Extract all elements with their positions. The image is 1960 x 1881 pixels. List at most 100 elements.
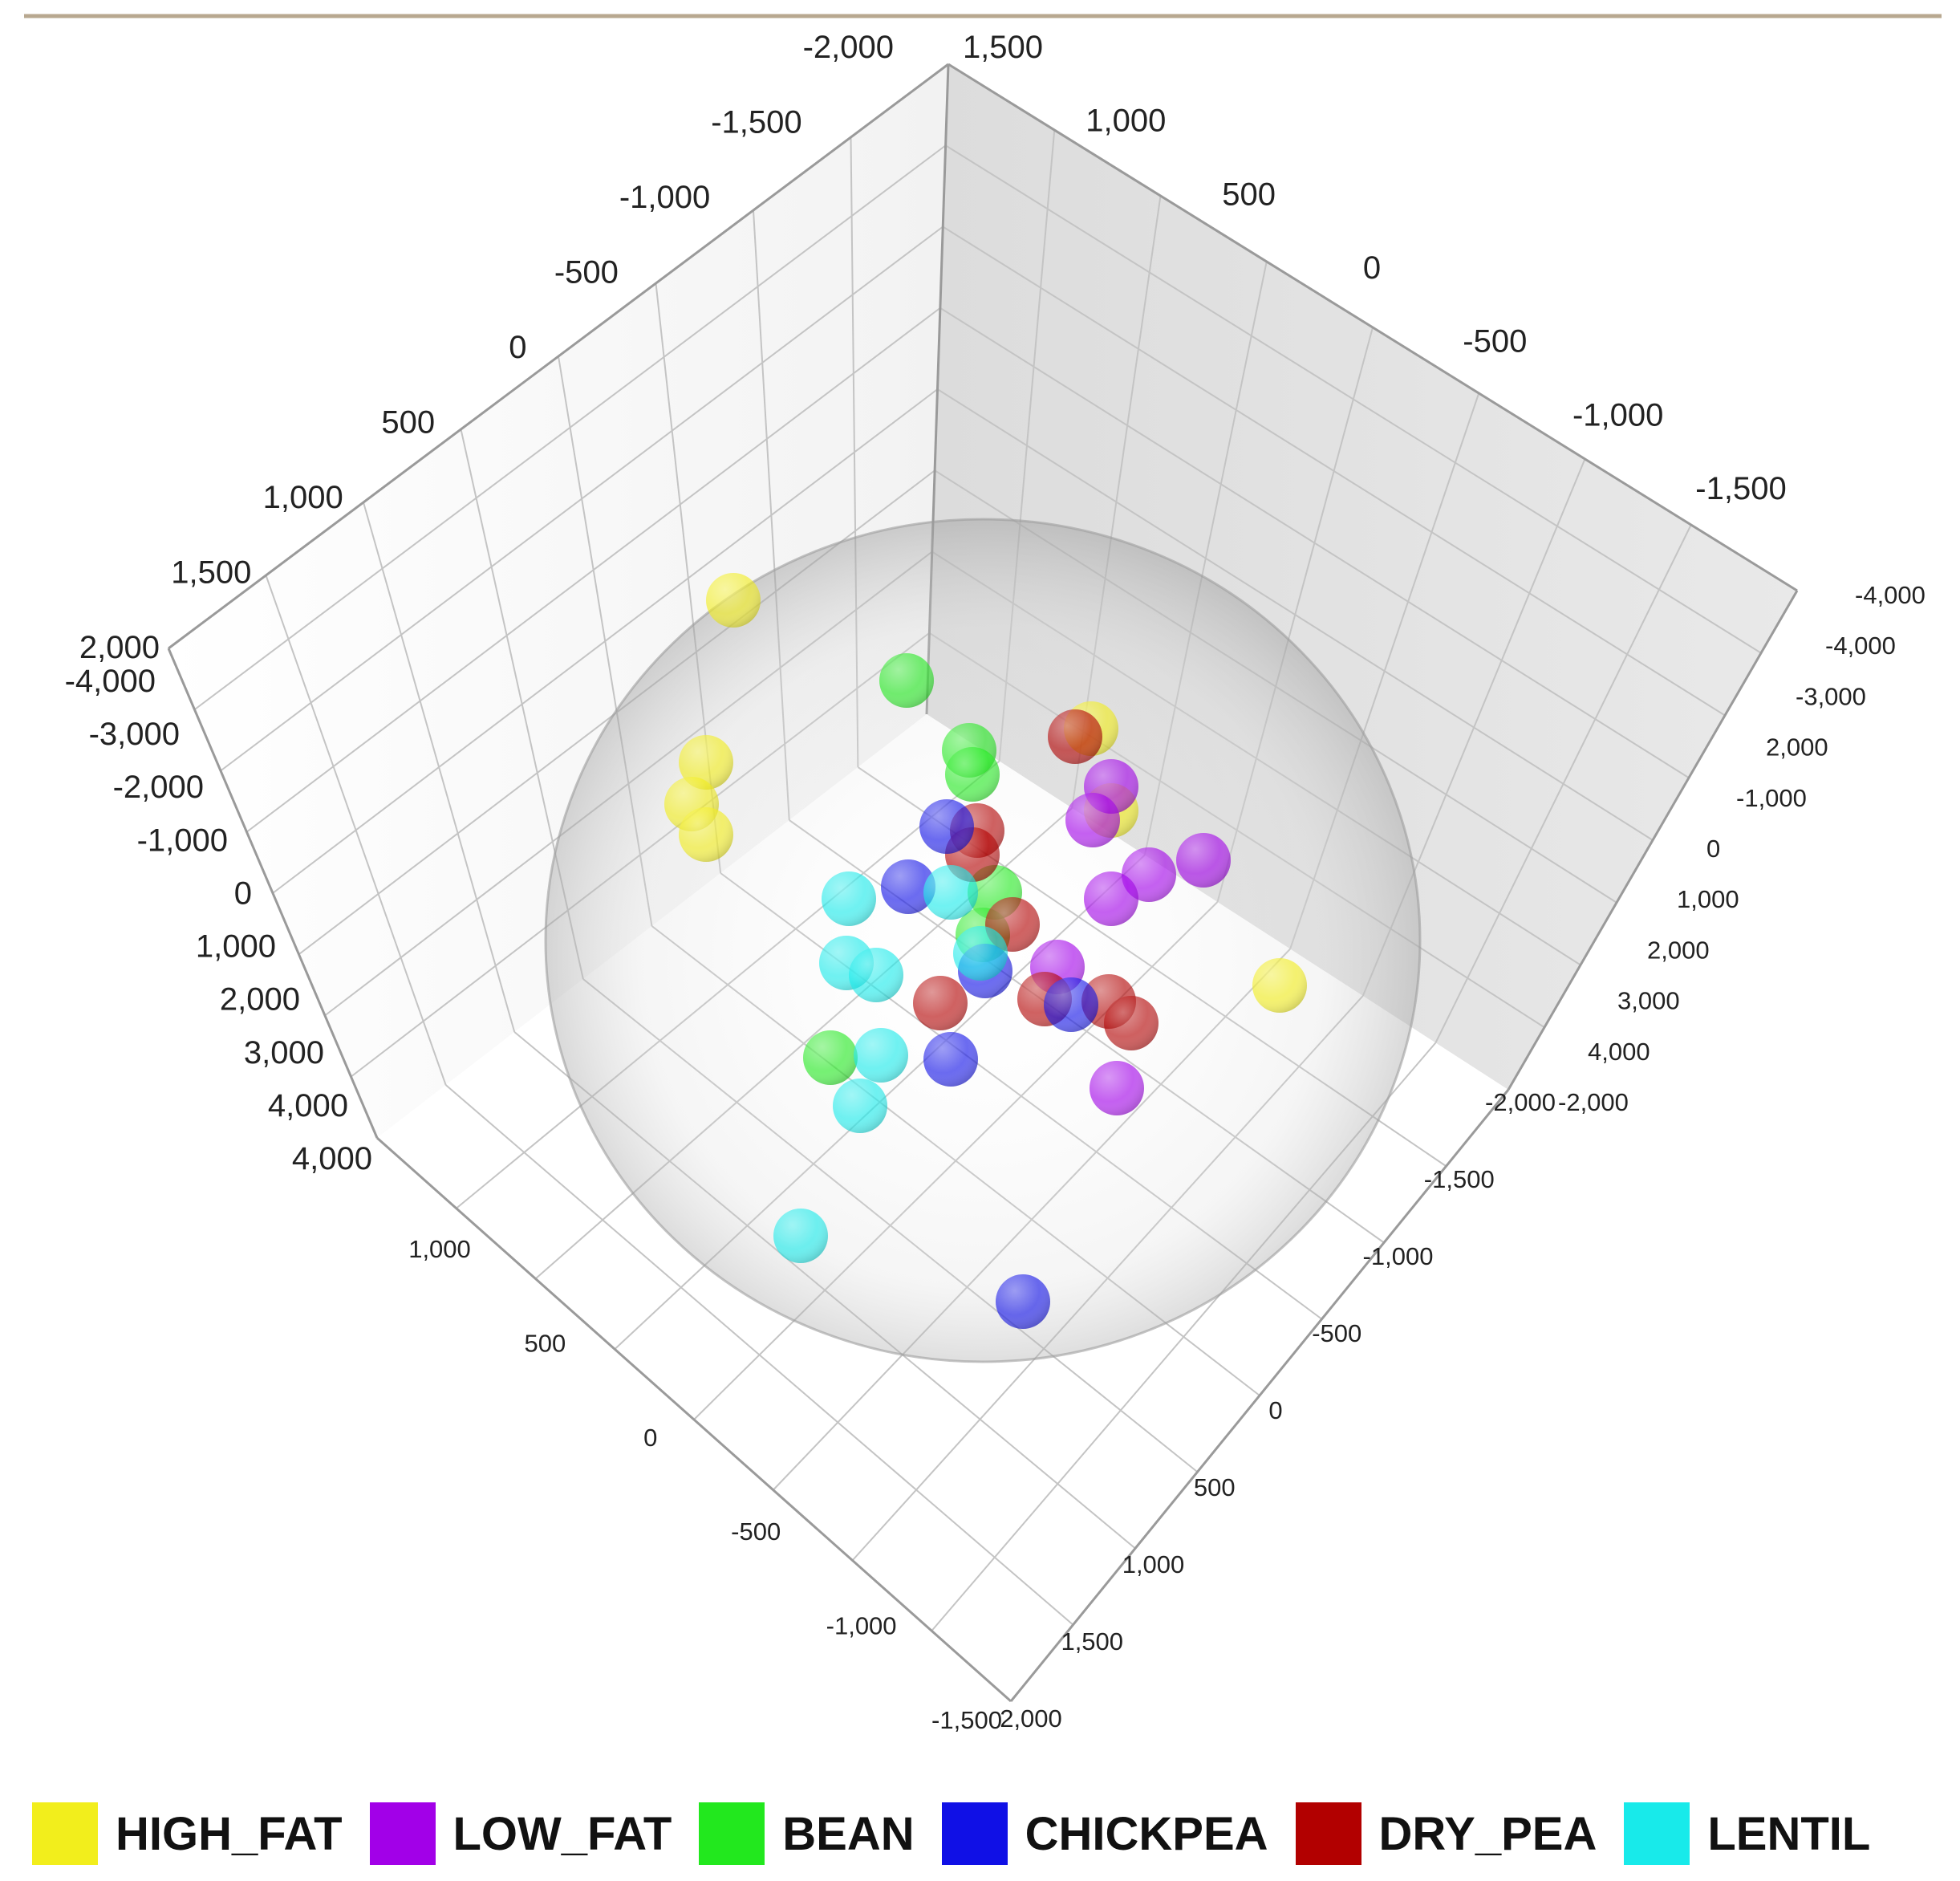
back-left-top-tick-label: 1,500 (171, 555, 251, 591)
back-left-vertical-tick-label: 3,000 (244, 1035, 324, 1071)
back-left-vertical-tick-label: 2,000 (220, 982, 300, 1018)
data-point-bean (879, 653, 934, 708)
data-point-shading (923, 865, 978, 920)
legend-item-dry-pea: DRY_PEA (1295, 1802, 1597, 1865)
legend-item-bean: BEAN (699, 1802, 915, 1865)
data-point-shading (1048, 709, 1102, 764)
data-point-high-fat (1252, 958, 1307, 1013)
data-point-shading (854, 1028, 908, 1083)
back-right-top-tick-label: -500 (1463, 324, 1527, 360)
data-point-shading (879, 653, 934, 708)
legend-label: CHICKPEA (1025, 1807, 1268, 1860)
data-points (664, 573, 1307, 1329)
back-right-top-tick-label: -1,500 (1695, 471, 1786, 506)
back-left-vertical-tick-label: 4,000 (268, 1088, 348, 1123)
data-point-shading (953, 926, 1008, 981)
back-right-vertical-tick-label: 1,000 (1677, 885, 1739, 913)
grid-line (1434, 524, 1692, 1043)
data-point-chickpea (1044, 977, 1098, 1032)
front-right-tick-label: 0 (1268, 1396, 1282, 1424)
front-left-tick-label: -1,000 (826, 1612, 897, 1640)
back-left-top-tick-label: -1,000 (619, 180, 710, 215)
data-point-lentil (854, 1028, 908, 1083)
data-point-high-fat (679, 807, 733, 862)
legend-label: DRY_PEA (1378, 1807, 1597, 1860)
grid-line (936, 388, 1654, 841)
data-point-high-fat (679, 735, 733, 790)
legend-swatch (941, 1802, 1008, 1865)
back-left-top-tick-label: 2,000 (79, 630, 160, 665)
data-point-lentil (822, 871, 876, 926)
front-left-tick-label: -1,500 (931, 1706, 1002, 1734)
back-left-vertical-tick-label: -1,000 (137, 823, 228, 858)
data-point-shading (833, 1079, 887, 1133)
data-point-shading (1176, 833, 1231, 888)
data-point-chickpea (919, 799, 974, 854)
back-right-top-tick-label: 1,500 (963, 30, 1043, 65)
back-right-vertical-tick-label: -1,000 (1736, 784, 1807, 812)
tick-labels: -2,000 -1,500 -1,000 -500 0 500 1,000 1,500 2,00… (65, 30, 1926, 1734)
data-point-shading (1090, 1061, 1144, 1115)
data-point-bean (945, 747, 1000, 802)
data-point-shading (773, 1209, 828, 1263)
data-point-shading (996, 1274, 1050, 1329)
legend-swatch (699, 1802, 765, 1865)
data-point-shading (679, 735, 733, 790)
data-point-shading (1104, 996, 1159, 1050)
back-right-vertical-tick-label: -4,000 (1825, 632, 1896, 660)
legend-swatch (369, 1802, 436, 1865)
data-point-bean (803, 1030, 858, 1085)
data-point-low-fat (1065, 793, 1120, 847)
data-point-dry-pea (1104, 996, 1159, 1050)
data-point-high-fat (706, 573, 761, 628)
data-point-dry-pea (1048, 709, 1102, 764)
legend-item-chickpea: CHICKPEA (941, 1802, 1268, 1865)
back-right-top-tick-label: 0 (1363, 250, 1381, 286)
legend-label: HIGH_FAT (116, 1807, 343, 1860)
legend-label: LENTIL (1707, 1807, 1871, 1860)
data-point-shading (881, 859, 935, 914)
data-point-shading (1065, 793, 1120, 847)
data-point-shading (1084, 871, 1138, 926)
legend-label: LOW_FAT (452, 1807, 672, 1860)
left-wall (168, 64, 948, 1138)
back-right-vertical-tick-label: 4,000 (1588, 1038, 1650, 1066)
back-left-vertical-tick-label: 4,000 (292, 1141, 372, 1176)
legend-item-low-fat: LOW_FAT (369, 1802, 672, 1865)
legend-label: BEAN (782, 1807, 915, 1860)
back-left-vertical-tick-label: -2,000 (113, 770, 204, 805)
front-right-tick-label: -500 (1312, 1319, 1361, 1347)
front-right-tick-label: -2,000 (1485, 1088, 1556, 1116)
back-right-vertical-tick-label: 2,000 (1647, 936, 1710, 964)
front-right-tick-label: 2,000 (1000, 1704, 1062, 1733)
legend: HIGH_FAT LOW_FAT BEAN CHICKPEA DRY_PEA LENTIL (32, 1798, 1942, 1870)
data-point-shading (1044, 977, 1098, 1032)
back-left-top-tick-label: -1,500 (711, 105, 801, 140)
legend-swatch (32, 1802, 98, 1865)
data-point-shading (913, 976, 968, 1030)
front-right-tick-label: 1,000 (1122, 1550, 1185, 1578)
back-right-vertical-tick-label: -2,000 (1558, 1088, 1629, 1116)
front-right-tick-label: -1,500 (1424, 1165, 1495, 1193)
back-left-top-tick-label: 0 (509, 330, 526, 365)
data-point-chickpea (881, 859, 935, 914)
data-point-lentil (849, 948, 903, 1002)
back-left-top-tick-label: 500 (381, 405, 435, 441)
back-right-vertical-tick-label: 0 (1706, 835, 1720, 863)
back-left-top-tick-label: -500 (554, 255, 619, 290)
front-left-tick-label: -500 (731, 1517, 781, 1546)
data-point-dry-pea (913, 976, 968, 1030)
data-point-low-fat (1084, 871, 1138, 926)
back-right-vertical-tick-label: -3,000 (1796, 682, 1866, 710)
data-point-chickpea (923, 1032, 978, 1087)
back-right-top-tick-label: -1,000 (1572, 397, 1663, 433)
data-point-low-fat (1176, 833, 1231, 888)
data-point-shading (919, 799, 974, 854)
front-right-tick-label: 1,500 (1061, 1627, 1123, 1656)
front-right-tick-label: -1,000 (1363, 1242, 1434, 1270)
data-point-shading (923, 1032, 978, 1087)
back-left-vertical-tick-label: 0 (234, 875, 252, 911)
data-point-low-fat (1090, 1061, 1144, 1115)
data-point-lentil (923, 865, 978, 920)
